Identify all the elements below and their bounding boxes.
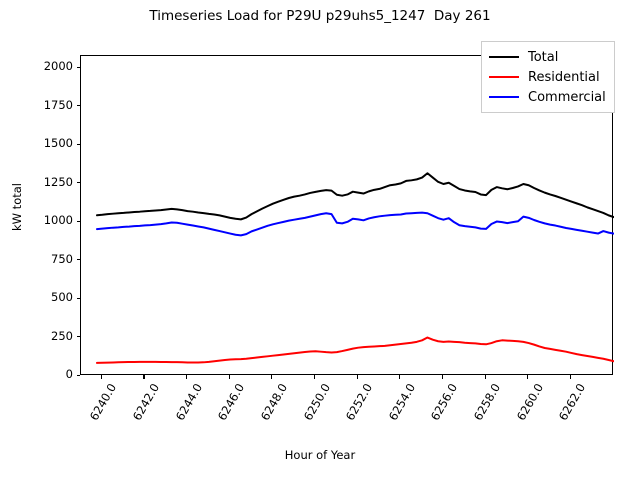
y-tick-mark xyxy=(76,220,80,222)
x-tick-mark xyxy=(228,375,230,379)
x-tick-mark xyxy=(356,375,358,379)
legend-swatch-commercial-icon xyxy=(489,96,519,98)
y-tick-label: 2000 xyxy=(43,59,73,74)
y-tick-mark xyxy=(76,143,80,145)
y-tick-label: 1000 xyxy=(43,213,73,228)
y-tick-mark xyxy=(76,105,80,107)
plot-lines xyxy=(95,172,614,364)
y-tick-mark xyxy=(76,182,80,184)
series-line-residential xyxy=(95,336,614,364)
series-line-total xyxy=(95,172,614,221)
x-tick-mark xyxy=(143,375,145,379)
x-tick-mark xyxy=(484,375,486,379)
legend-label: Residential xyxy=(528,69,600,85)
x-tick-mark xyxy=(271,375,273,379)
x-tick-mark xyxy=(569,375,571,379)
legend-label: Total xyxy=(528,49,559,65)
chart-title: Timeseries Load for P29U p29uhs5_1247 Da… xyxy=(149,8,491,24)
y-tick-label: 500 xyxy=(51,290,73,305)
chart-legend: Total Residential Commercial xyxy=(481,41,615,113)
legend-item-residential[interactable]: Residential xyxy=(489,67,606,87)
series-line-commercial xyxy=(95,211,614,237)
legend-label: Commercial xyxy=(528,89,606,105)
y-tick-mark xyxy=(76,297,80,299)
y-tick-label: 0 xyxy=(65,367,73,381)
x-tick-mark xyxy=(399,375,401,379)
x-tick-mark xyxy=(314,375,316,379)
y-tick-mark xyxy=(76,259,80,261)
legend-swatch-total-icon xyxy=(489,56,519,58)
x-tick-mark xyxy=(527,375,529,379)
legend-item-commercial[interactable]: Commercial xyxy=(489,87,606,107)
x-tick-mark xyxy=(441,375,444,379)
y-tick-mark xyxy=(76,336,80,338)
x-tick-mark xyxy=(100,375,102,379)
y-axis-label: kW total xyxy=(10,183,24,231)
y-tick-label: 1250 xyxy=(43,174,73,189)
legend-item-total[interactable]: Total xyxy=(489,47,606,67)
x-tick-mark xyxy=(186,375,188,379)
y-tick-mark xyxy=(76,66,80,68)
y-tick-label: 1750 xyxy=(43,97,73,112)
y-tick-label: 250 xyxy=(51,328,73,343)
y-tick-label: 1500 xyxy=(43,136,73,151)
legend-swatch-residential-icon xyxy=(489,76,519,78)
chart-figure: Timeseries Load for P29U p29uhs5_1247 Da… xyxy=(10,8,615,462)
y-tick-mark xyxy=(76,374,80,376)
x-axis-label: Hour of Year xyxy=(284,448,356,462)
y-tick-label: 750 xyxy=(51,251,73,266)
